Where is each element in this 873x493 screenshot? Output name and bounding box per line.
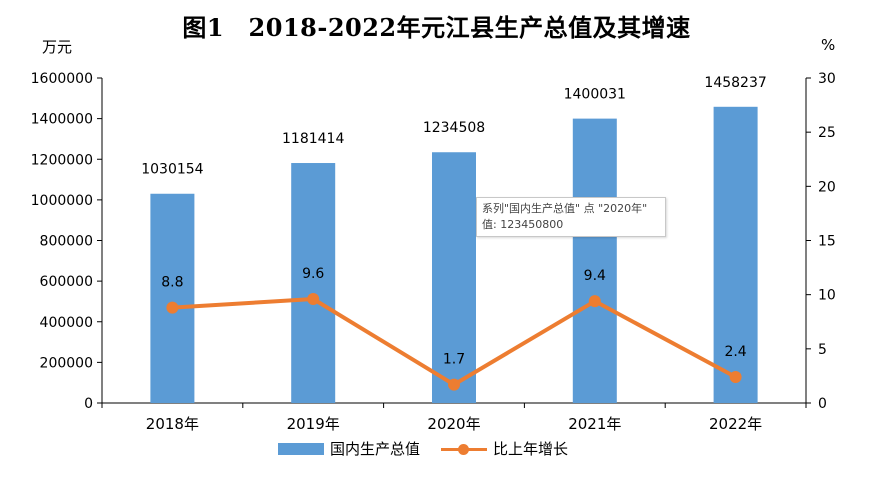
growth-point-label: 9.6 [302,266,324,282]
growth-point [448,378,460,391]
legend-label-gdp: 国内生产总值 [330,440,421,458]
left-axis-tick-label: 1000000 [31,193,93,209]
gdp-bar [713,106,758,404]
gdp-bar-label: 1181414 [282,131,344,147]
data-tooltip: 系列"国内生产总值" 点 "2020年" 值: 123450800 [476,197,666,237]
gdp-bar-label: 1458237 [704,75,766,91]
legend-bar-swatch [278,442,324,455]
right-axis-tick-label: 5 [818,342,827,358]
right-axis-tick-label: 0 [818,396,827,412]
left-axis-tick-label: 200000 [40,355,93,371]
right-axis-tick-label: 10 [818,288,836,304]
gdp-bar [432,152,476,403]
growth-point-label: 2.4 [724,344,746,360]
left-axis-unit: 万元 [42,38,73,56]
growth-point-label: 8.8 [161,275,183,291]
gdp-bar [150,193,195,403]
left-axis-tick-label: 0 [84,396,93,412]
left-axis-tick-label: 600000 [40,274,93,290]
left-axis-tick-label: 1400000 [31,112,93,128]
growth-point [166,301,179,314]
chart-title: 图1 2018-2022年元江县生产总值及其增速 [182,13,691,42]
right-axis-tick-label: 25 [818,125,836,141]
tooltip-value-line: 值: 123450800 [482,218,564,231]
left-axis-tick-label: 400000 [40,315,93,331]
growth-point [588,295,601,308]
left-axis-tick-label: 1200000 [31,152,93,168]
tooltip-series-line: 系列"国内生产总值" 点 "2020年" [482,202,648,215]
right-axis-unit: % [821,36,836,54]
gdp-bar-label: 1030154 [141,162,203,178]
legend-label-growth: 比上年增长 [493,440,569,458]
right-axis-tick-label: 15 [818,234,836,250]
x-axis-category-label: 2020年 [427,415,480,433]
x-axis-category-label: 2021年 [568,415,621,433]
gdp-bar [572,118,617,403]
left-axis-tick-label: 800000 [40,234,93,250]
growth-point-label: 1.7 [443,352,465,368]
growth-point [729,371,742,383]
x-axis-category-label: 2018年 [146,415,199,433]
x-axis-category-label: 2022年 [709,415,762,433]
left-axis-tick-label: 1600000 [31,71,93,87]
growth-point-label: 9.4 [584,268,606,284]
x-axis-category-label: 2019年 [287,415,340,433]
gdp-bar [291,163,336,403]
gdp-bar-label: 1234508 [423,120,485,136]
legend-item-gdp[interactable]: 国内生产总值 [278,438,420,459]
legend-item-growth[interactable]: 比上年增长 [441,438,568,459]
right-axis-tick-label: 30 [818,71,836,87]
gdp-bar-label: 1400031 [564,87,626,103]
chart-legend: 国内生产总值 比上年增长 [0,438,873,462]
legend-line-swatch [441,443,487,455]
growth-point [307,293,320,305]
right-axis-tick-label: 20 [818,179,836,195]
